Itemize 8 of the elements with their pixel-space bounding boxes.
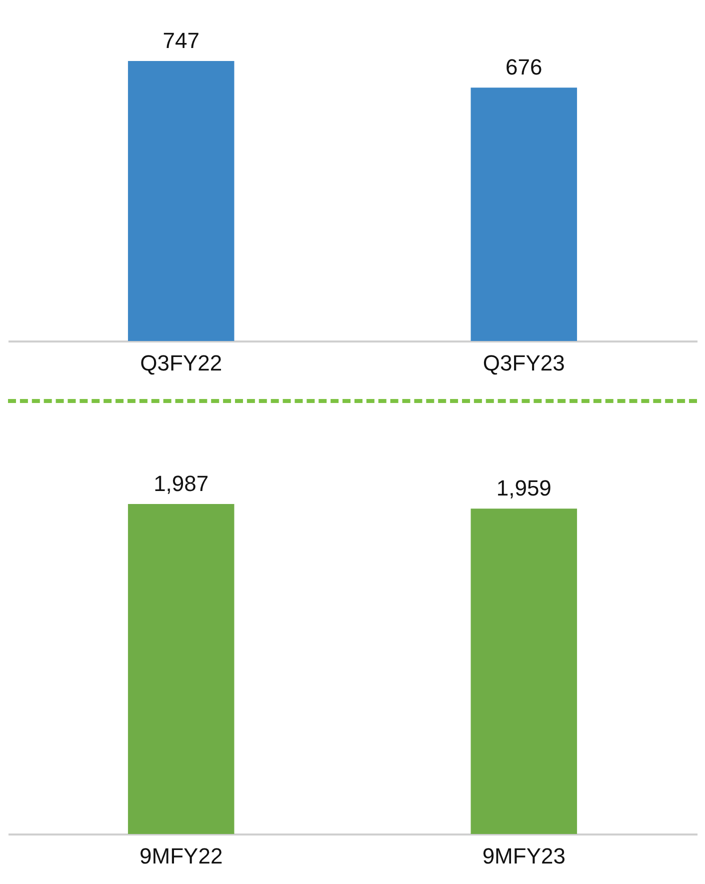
x-tick-label: Q3FY22 [140,350,222,376]
x-tick-label: 9MFY23 [482,844,566,868]
x-tick-label: 9MFY22 [140,844,223,868]
data-label: 1,987 [154,471,209,496]
data-label: 1,959 [496,476,552,501]
data-label: 747 [162,28,200,53]
x-tick-label: Q3FY23 [482,350,565,376]
data-label: 676 [506,54,542,80]
